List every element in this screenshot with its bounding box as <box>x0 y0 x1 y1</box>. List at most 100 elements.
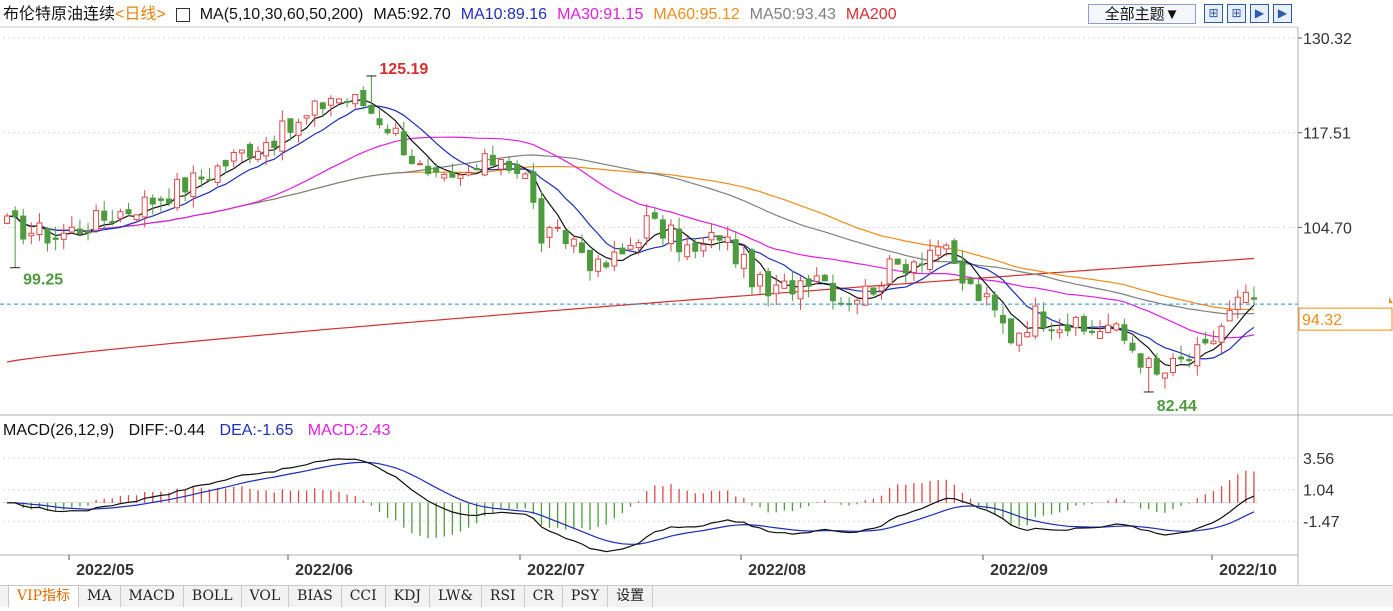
ma50-value: MA50:93.43 <box>749 6 836 23</box>
topic-dropdown-button[interactable]: 全部主题▼ <box>1088 4 1196 24</box>
tab-5[interactable]: VOL <box>242 586 290 607</box>
high-label: 125.19 <box>379 61 428 78</box>
candle-body <box>1194 344 1201 367</box>
tab-4[interactable]: BOLL <box>184 586 242 607</box>
candle-body <box>400 131 407 156</box>
candle-body <box>20 215 27 240</box>
candle-body <box>425 165 432 175</box>
candle-body <box>473 167 480 171</box>
candle-body <box>886 258 893 285</box>
candle-body <box>1024 331 1031 338</box>
candle-body <box>959 260 966 284</box>
time-tick-label: 2022/09 <box>990 562 1048 579</box>
candle-body <box>271 140 278 148</box>
candle-body <box>319 102 326 110</box>
tab-8[interactable]: KDJ <box>386 586 430 607</box>
candle-body <box>52 237 59 240</box>
candle-body <box>684 244 691 258</box>
chart-icon[interactable] <box>175 8 190 22</box>
macd-tick-label: -1.47 <box>1303 514 1340 531</box>
instrument-name[interactable]: 布伦特原油连续 <box>3 6 116 23</box>
tab-7[interactable]: CCI <box>342 586 386 607</box>
candle-body <box>1121 324 1128 341</box>
period-label[interactable]: <日线> <box>115 6 166 23</box>
tab-13[interactable]: 设置 <box>608 586 654 607</box>
candle-body <box>344 100 351 103</box>
candle-body <box>384 128 391 134</box>
candle-body <box>4 215 11 224</box>
tab-2[interactable]: MA <box>79 586 121 607</box>
tab-scroll[interactable] <box>0 586 9 607</box>
play-icon[interactable]: ▶ <box>1250 4 1269 23</box>
candle-body <box>1234 296 1241 310</box>
candle-body <box>133 214 140 221</box>
candle-body <box>68 226 75 233</box>
candle-body <box>862 285 869 306</box>
tab-6[interactable]: BIAS <box>289 586 342 607</box>
macd-tick-label: 3.56 <box>1303 451 1334 468</box>
tab-12[interactable]: PSY <box>563 586 609 607</box>
time-tick-label: 2022/10 <box>1219 562 1277 579</box>
candle-body <box>1202 338 1209 344</box>
candle-body <box>522 173 529 179</box>
candle-body <box>336 98 343 104</box>
candle-body <box>1250 297 1257 300</box>
candle-body <box>918 263 925 266</box>
candle-body <box>1113 323 1120 331</box>
candle-body <box>327 97 334 106</box>
candle-body <box>870 287 877 295</box>
candle-body <box>603 262 610 268</box>
candle-body <box>951 240 958 264</box>
candle-body <box>93 210 100 231</box>
candle-body <box>222 159 229 167</box>
split-view-icon[interactable]: ⊞ <box>1227 4 1246 23</box>
candle-body <box>813 275 820 282</box>
diff-line <box>7 458 1255 553</box>
candle-body <box>1105 324 1112 334</box>
tab-3[interactable]: MACD <box>121 586 184 607</box>
candle-body <box>676 228 683 253</box>
candle-body <box>182 177 189 193</box>
candle-body <box>238 149 245 154</box>
candle-body <box>125 209 132 215</box>
candle-body <box>506 160 513 171</box>
ma10-value: MA10:89.16 <box>460 6 548 23</box>
tab-1[interactable]: VIP指标 <box>9 586 80 607</box>
candle-body <box>165 198 172 204</box>
candle-body <box>1178 356 1185 360</box>
grid-layout-icon[interactable]: ⊞ <box>1204 4 1223 23</box>
candle-body <box>76 228 83 234</box>
candle-body <box>740 253 747 269</box>
candle-body <box>141 196 148 218</box>
candle-body <box>927 249 934 270</box>
dea-line <box>7 461 1255 545</box>
ma5-value: MA5:92.70 <box>373 6 451 23</box>
candle-body <box>157 198 164 201</box>
tab-10[interactable]: RSI <box>482 586 525 607</box>
ma200-value: MA200 <box>845 6 897 23</box>
fast-forward-icon[interactable]: ▶ <box>1273 4 1292 23</box>
candle-body <box>1186 359 1193 362</box>
price-panel-header: 布伦特原油连续 <日线> MA(5,10,30,60,50,200) MA5:9… <box>3 4 907 26</box>
low-label: 82.44 <box>1157 398 1197 415</box>
tab-11[interactable]: CR <box>525 586 563 607</box>
candle-body <box>1040 311 1047 328</box>
candle-body <box>935 246 942 256</box>
candle-body <box>1016 332 1023 346</box>
candle-body <box>967 278 974 285</box>
candle-body <box>117 211 124 219</box>
candle-body <box>109 221 116 224</box>
candle-body <box>910 261 917 273</box>
tab-9[interactable]: LW& <box>430 586 482 607</box>
ma10-line <box>7 105 1255 360</box>
candle-body <box>538 198 545 244</box>
candle-body <box>530 171 537 203</box>
candle-body <box>902 263 909 274</box>
candle-body <box>1153 357 1160 375</box>
candle-body <box>627 245 634 250</box>
ma200-line <box>6 257 1254 363</box>
indicator-tab-bar: VIP指标 MA MACD BOLL VOL BIAS CCI KDJ LW& RSI CR PSY 设… <box>0 585 1393 607</box>
candle-body <box>60 232 67 240</box>
